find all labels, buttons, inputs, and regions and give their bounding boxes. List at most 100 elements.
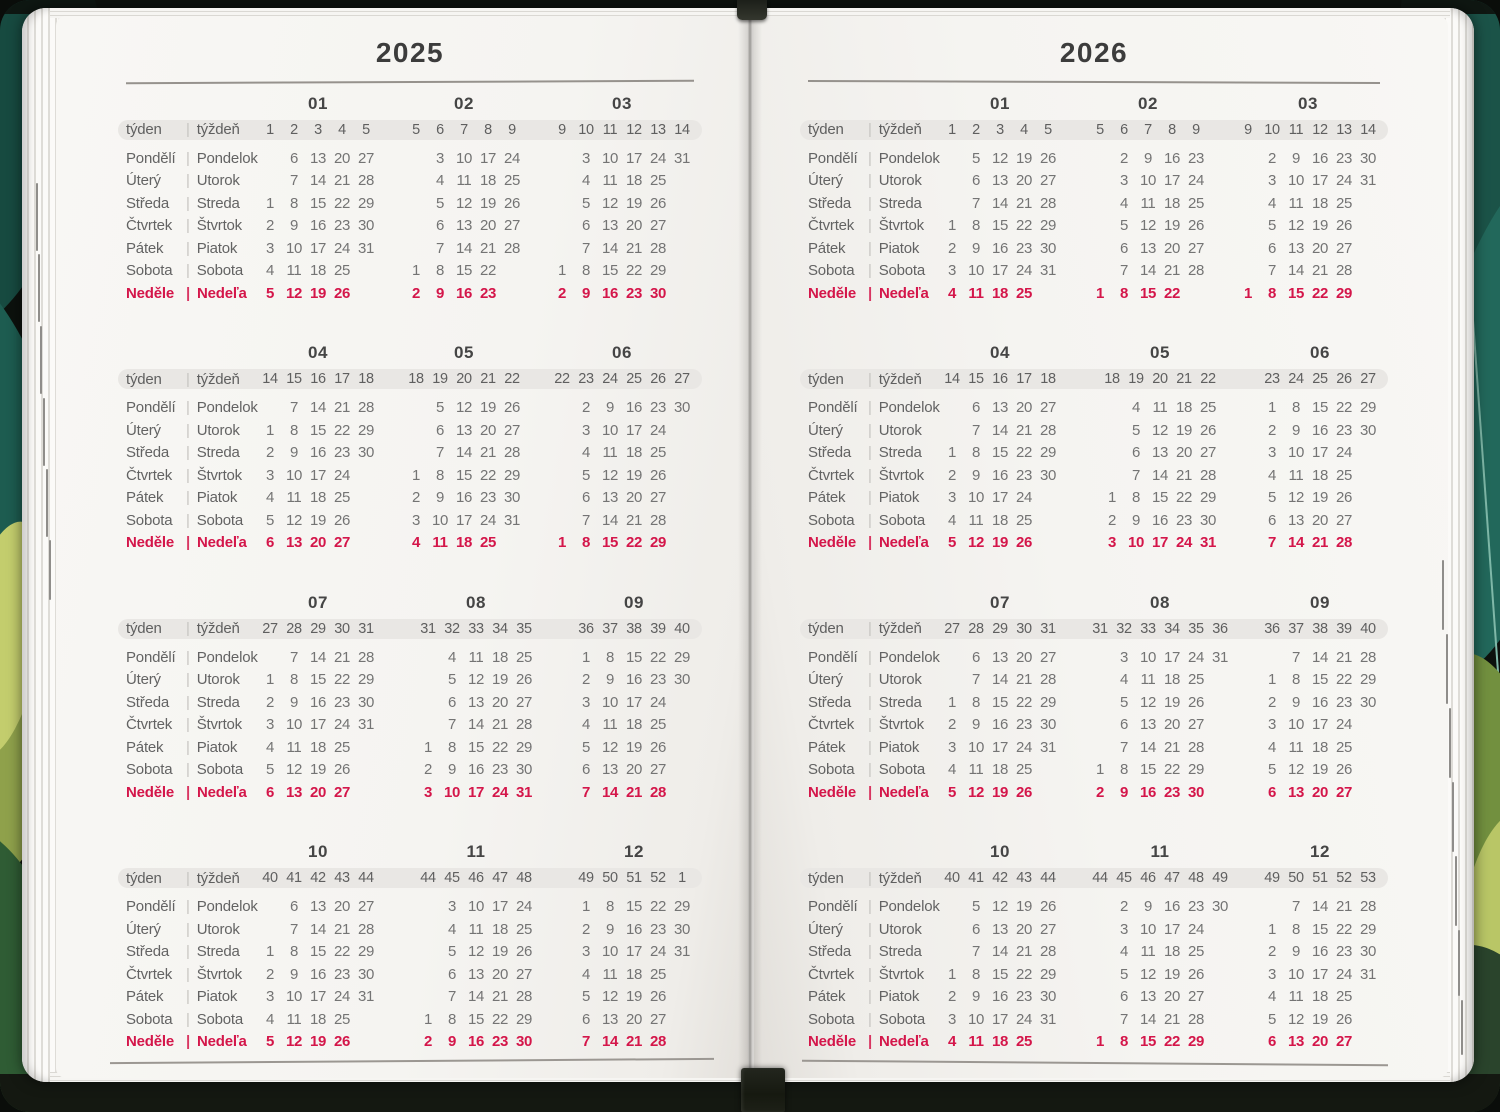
day-number-cell: 18 (991, 284, 1009, 302)
day-row: Pátek | Piatok 3 10 17 24 1 8 15 22 29 5 12 19 26 (808, 486, 1380, 509)
week-number-cell: 14 (674, 121, 690, 138)
day-number-cell: 5 (1267, 217, 1277, 235)
label-divider: | (868, 1033, 872, 1051)
day-number-cell: 24 (479, 511, 497, 529)
day-number-group: 1 8 15 22 29 (940, 966, 1060, 983)
day-number-cell: 16 (467, 761, 485, 779)
day-number-group: 4 11 18 25 (1260, 739, 1380, 756)
day-row-zones: 2 9 16 23 30 7 14 21 28 4 11 18 25 (940, 467, 1380, 484)
day-number-cell: 6 (1267, 1033, 1277, 1051)
day-number-cell: 1 (265, 194, 275, 212)
week-number-cell: 43 (1016, 870, 1032, 887)
day-number-cell (1088, 172, 1112, 189)
day-number-cell: 23 (479, 489, 497, 507)
day-number-cell: 28 (1199, 466, 1217, 484)
day-label-cz: Sobota (808, 262, 855, 280)
day-number-cell (1208, 784, 1232, 801)
day-number-cell (1356, 1011, 1380, 1028)
day-number-cell: 10 (285, 466, 303, 484)
day-number-cell: 8 (1119, 1033, 1129, 1051)
title-rule-right (807, 79, 1381, 84)
day-number-cell: 1 (581, 648, 591, 666)
day-row-zones: 3 10 17 24 31 7 14 21 28 5 12 19 26 (940, 1011, 1380, 1028)
day-number-group: 2 9 16 23 30 (574, 921, 694, 938)
day-number-cell: 1 (265, 943, 275, 961)
day-number-group: 1 8 15 22 29 (1236, 285, 1380, 302)
week-number-cell: 52 (1336, 870, 1352, 887)
day-number-cell: 14 (601, 783, 619, 801)
day-number-cell: 1 (947, 965, 957, 983)
day-number-cell: 3 (1267, 172, 1277, 190)
day-number-cell: 4 (1267, 466, 1277, 484)
week-number-cell: 20 (1152, 371, 1168, 388)
day-number-cell (404, 150, 428, 167)
day-number-cell: 11 (1288, 738, 1304, 756)
day-number-cell: 4 (265, 738, 275, 756)
day-number-group: 1 8 15 22 (404, 262, 524, 279)
week-number-cell: 32 (1116, 620, 1132, 637)
day-number-cell: 29 (515, 1010, 533, 1028)
day-number-cell: 7 (971, 671, 981, 689)
day-number-group: 4 11 18 25 (550, 444, 694, 461)
day-number-cell: 1 (947, 693, 957, 711)
day-number-cell: 9 (289, 444, 299, 462)
day-number-cell (1088, 1011, 1112, 1028)
day-number-cell (1036, 534, 1060, 551)
week-number-cell: 52 (650, 870, 666, 887)
day-number-cell: 14 (309, 399, 327, 417)
day-number-cell: 28 (357, 399, 375, 417)
week-number-cell: 39 (1336, 620, 1352, 637)
day-number-cell: 5 (265, 761, 275, 779)
day-label-sk: Nedeľa (197, 783, 247, 801)
day-number-group: 5 12 19 26 (258, 761, 378, 778)
day-number-cell: 23 (491, 1033, 509, 1051)
day-number-cell: 28 (515, 716, 533, 734)
day-label-sk: Štvrtok (196, 965, 242, 983)
day-label: Čtvrtek | Štvrtok (126, 217, 258, 234)
day-row-zones: 4 11 18 25 1 8 15 22 29 5 12 19 26 (258, 739, 694, 756)
day-number-cell: 3 (1107, 534, 1117, 552)
day-label: Sobota | Sobota (126, 512, 258, 529)
page-2026-content: 2026 01 02 03 týden | týždeň 1 2 3 4 5 5 6 7 8 9 9 10 11 12… (754, 16, 1448, 1078)
week-label-sk: týždeň (878, 869, 922, 887)
day-number-cell: 11 (432, 534, 448, 552)
day-number-cell: 13 (467, 965, 485, 983)
day-number-cell: 3 (1119, 648, 1129, 666)
day-number-cell: 7 (1267, 534, 1277, 552)
day-number-cell (670, 966, 694, 983)
week-number-cell: 44 (420, 870, 436, 887)
day-number-cell: 11 (602, 965, 618, 983)
week-number-cell: 5 (1044, 121, 1052, 138)
day-number-cell: 18 (309, 262, 327, 280)
day-number-cell: 15 (1311, 399, 1329, 417)
page-edge-tab (38, 254, 40, 322)
day-number-cell: 31 (515, 783, 533, 801)
day-number-cell: 4 (435, 172, 445, 190)
day-number-cell: 9 (435, 489, 445, 507)
month-header-zones: 04 05 06 (258, 343, 694, 363)
day-number-cell: 3 (947, 1010, 957, 1028)
day-number-cell: 6 (581, 489, 591, 507)
week-number-cell: 41 (286, 870, 302, 887)
day-label-sk: Sobota (878, 511, 926, 529)
day-number-cell: 11 (286, 489, 302, 507)
day-number-cell (354, 1033, 378, 1050)
day-number-cell: 11 (468, 920, 484, 938)
day-number-group: 3 10 17 24 31 (940, 739, 1060, 756)
day-number-cell (550, 399, 574, 416)
day-number-group: 6 13 20 27 (940, 649, 1060, 666)
day-number-cell: 25 (1015, 511, 1033, 529)
day-number-cell: 27 (333, 783, 351, 801)
day-number-cell: 11 (1288, 466, 1304, 484)
day-number-group: 2 9 16 23 30 (416, 1033, 536, 1050)
calendar-grid-2025: 01 02 03 týden | týždeň 1 2 3 4 5 5 6 7 8 9 9 10 11 12 13 14 P… (118, 93, 702, 1053)
day-number-cell: 5 (1267, 489, 1277, 507)
day-number-cell: 12 (601, 466, 619, 484)
day-number-cell: 16 (309, 693, 327, 711)
week-number-cell: 49 (1212, 870, 1228, 887)
day-number-cell: 24 (515, 898, 533, 916)
day-number-cell: 23 (333, 217, 351, 235)
page-2026: 2026 01 02 03 týden | týždeň 1 2 3 4 5 5 6 7 8 9 9 10 11 12… (754, 16, 1448, 1078)
day-number-cell: 10 (967, 262, 985, 280)
month-number: 11 (466, 842, 486, 862)
